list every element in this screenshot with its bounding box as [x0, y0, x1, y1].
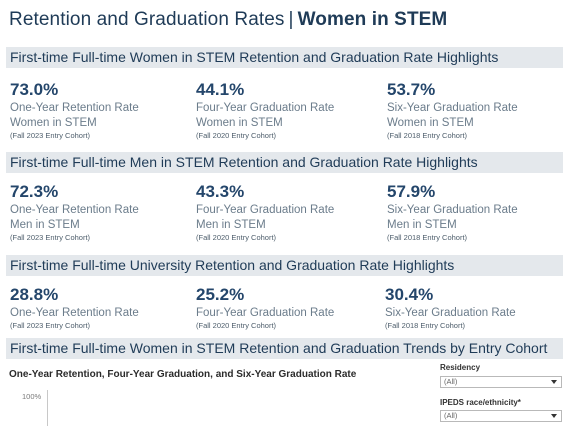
metric-women-one-year: 73.0% One-Year Retention Rate Women in S… [10, 81, 139, 141]
metric-men-four-year: 43.3% Four-Year Graduation Rate Men in S… [196, 183, 334, 243]
metric-label: Six-Year Graduation Rate [387, 204, 518, 216]
y-axis-tick-100: 100% [22, 392, 42, 401]
metric-cohort: (Fall 2023 Entry Cohort) [10, 131, 91, 140]
metric-group: Men in STEM [196, 219, 266, 231]
title-part-2: Women in STEM [297, 9, 448, 30]
metric-cohort: (Fall 2018 Entry Cohort) [387, 233, 468, 242]
metric-group: Women in STEM [387, 117, 474, 129]
section-heading-trends: First-time Full-time Women in STEM Reten… [6, 338, 563, 359]
metric-label: Four-Year Graduation Rate [196, 204, 335, 216]
residency-filter-value: (All) [444, 377, 458, 386]
page-title: Retention and Graduation Rates | Women in … [9, 9, 447, 31]
trend-chart-title: One-Year Retention, Four-Year Graduation… [9, 369, 357, 380]
chevron-down-icon [551, 380, 557, 384]
metric-cohort: (Fall 2018 Entry Cohort) [387, 131, 468, 140]
residency-filter-label: Residency [440, 363, 481, 372]
metric-label: Four-Year Graduation Rate [196, 307, 335, 319]
chevron-down-icon [551, 414, 557, 418]
metric-value: 43.3% [196, 182, 245, 201]
metric-group: Women in STEM [10, 117, 97, 129]
metric-men-six-year: 57.9% Six-Year Graduation Rate Men in ST… [387, 183, 518, 243]
metric-group: Men in STEM [387, 219, 457, 231]
metric-cohort: (Fall 2023 Entry Cohort) [10, 321, 91, 330]
metric-women-four-year: 44.1% Four-Year Graduation Rate Women in… [196, 81, 334, 141]
section-heading-men: First-time Full-time Men in STEM Retenti… [6, 152, 563, 173]
metric-men-one-year: 72.3% One-Year Retention Rate Men in STE… [10, 183, 139, 243]
metric-university-four-year: 25.2% Four-Year Graduation Rate (Fall 20… [196, 286, 334, 331]
title-part-1: Retention and Graduation Rates [9, 9, 285, 30]
metric-cohort: (Fall 2020 Entry Cohort) [196, 233, 277, 242]
race-filter-label: IPEDS race/ethnicity* [440, 398, 521, 407]
metric-label: Six-Year Graduation Rate [387, 102, 518, 114]
metric-value: 72.3% [10, 182, 59, 201]
metric-value: 25.2% [196, 285, 245, 304]
metric-university-six-year: 30.4% Six-Year Graduation Rate (Fall 201… [385, 286, 516, 331]
metric-value: 57.9% [387, 182, 436, 201]
metric-women-six-year: 53.7% Six-Year Graduation Rate Women in … [387, 81, 518, 141]
metric-value: 28.8% [10, 285, 59, 304]
metric-value: 30.4% [385, 285, 434, 304]
metric-cohort: (Fall 2023 Entry Cohort) [10, 233, 91, 242]
title-separator: | [288, 9, 294, 30]
metric-cohort: (Fall 2020 Entry Cohort) [196, 321, 277, 330]
y-axis-line [47, 390, 48, 426]
metric-cohort: (Fall 2018 Entry Cohort) [385, 321, 466, 330]
metric-value: 73.0% [10, 80, 59, 99]
metric-value: 44.1% [196, 80, 245, 99]
metric-label: Six-Year Graduation Rate [385, 307, 516, 319]
metric-label: One-Year Retention Rate [10, 204, 139, 216]
race-filter-value: (All) [444, 411, 458, 420]
metric-cohort: (Fall 2020 Entry Cohort) [196, 131, 277, 140]
metric-label: One-Year Retention Rate [10, 307, 139, 319]
residency-filter-dropdown[interactable]: (All) [440, 376, 562, 388]
section-heading-university: First-time Full-time University Retentio… [6, 255, 563, 276]
metric-label: Four-Year Graduation Rate [196, 102, 335, 114]
metric-label: One-Year Retention Rate [10, 102, 139, 114]
metric-university-one-year: 28.8% One-Year Retention Rate (Fall 2023… [10, 286, 139, 331]
metric-value: 53.7% [387, 80, 436, 99]
metric-group: Women in STEM [196, 117, 283, 129]
race-filter-dropdown[interactable]: (All) [440, 410, 562, 422]
section-heading-women: First-time Full-time Women in STEM Reten… [6, 47, 563, 68]
metric-group: Men in STEM [10, 219, 80, 231]
